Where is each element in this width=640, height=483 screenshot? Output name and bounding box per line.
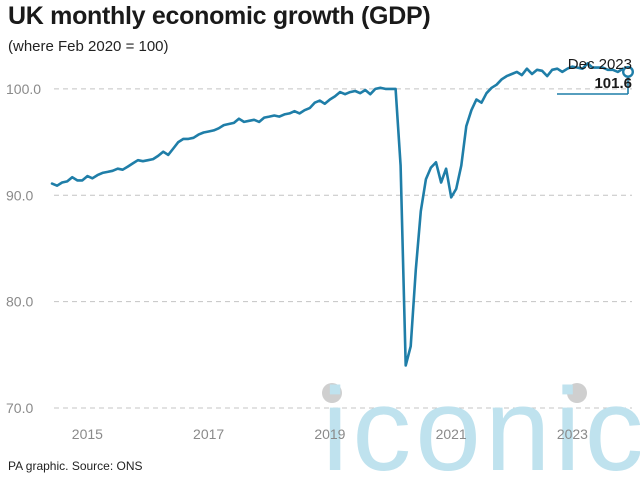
y-tick-label: 80.0 xyxy=(6,294,33,310)
x-tick-label: 2019 xyxy=(314,426,345,442)
watermark-dot-icon xyxy=(567,383,587,403)
annotation-value: 101.6 xyxy=(594,75,632,92)
y-tick-label: 100.0 xyxy=(6,81,41,97)
x-tick-label: 2023 xyxy=(557,426,588,442)
iconic-watermark: iconic xyxy=(322,364,640,483)
x-tick-label: 2015 xyxy=(72,426,103,442)
y-tick-label: 90.0 xyxy=(6,187,33,203)
gridlines xyxy=(54,88,632,409)
x-tick-label: 2021 xyxy=(436,426,467,442)
x-axis-ticks: 2015 2017 2019 2021 2023 xyxy=(72,426,588,442)
last-point-marker xyxy=(622,65,635,78)
x-tick-label: 2017 xyxy=(193,426,224,442)
last-value-annotation: Dec 2023 101.6 xyxy=(557,56,635,95)
chart-title: UK monthly economic growth (GDP) xyxy=(8,2,431,30)
source-credit: PA graphic. Source: ONS xyxy=(8,459,143,473)
y-axis-ticks: 70.0 80.0 90.0 100.0 xyxy=(6,81,41,416)
watermark-text: iconic xyxy=(322,364,640,483)
annotation-date: Dec 2023 xyxy=(568,56,632,73)
chart-subtitle: (where Feb 2020 = 100) xyxy=(8,38,169,55)
y-tick-label: 70.0 xyxy=(6,400,33,416)
series-gdp xyxy=(50,62,630,367)
series-line xyxy=(50,62,630,367)
watermark-dot-icon xyxy=(322,383,342,403)
